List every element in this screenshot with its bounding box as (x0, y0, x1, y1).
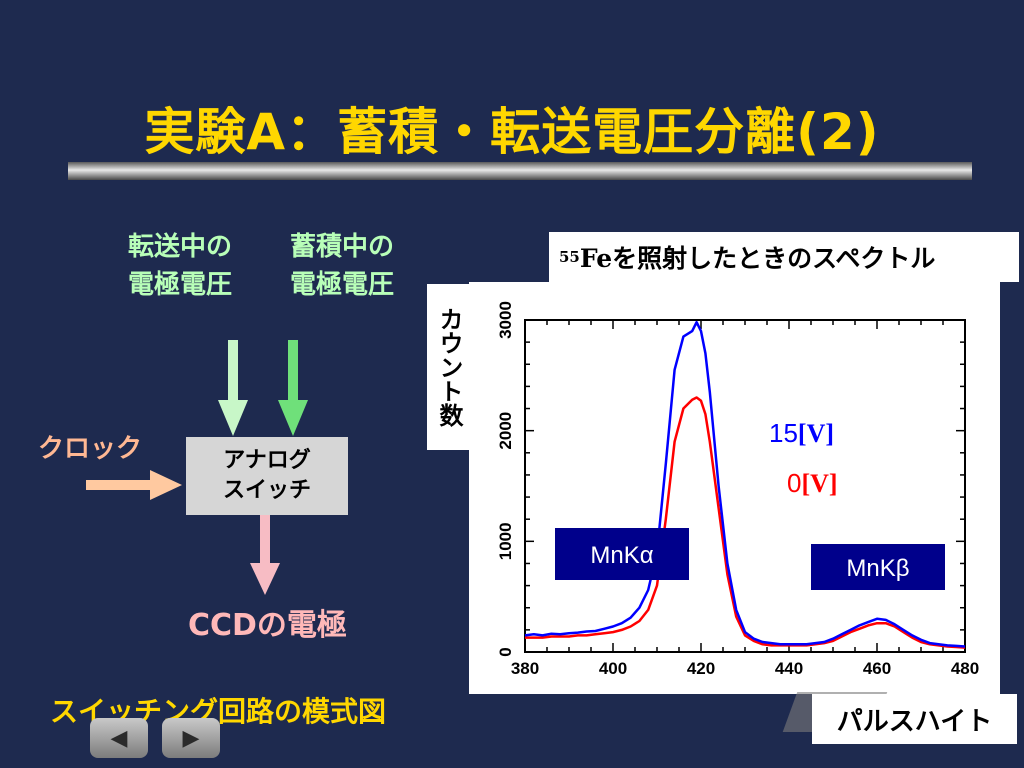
x-axis-label: パルスハイト (812, 694, 1017, 744)
chart-title: 55 Feを照射したときのスペクトル (549, 232, 1019, 282)
x-tick-label: 400 (599, 659, 627, 678)
x-tick-label: 460 (863, 659, 891, 678)
page-title: 実験A：蓄積・転送電圧分離(2) (144, 103, 880, 161)
series-line (524, 320, 966, 648)
y-tick-label: 3000 (496, 301, 515, 339)
transfer-label-line2: 電極電圧 (128, 270, 233, 300)
peak-label-bg (811, 544, 945, 590)
y-axis-label: カウント数 (435, 307, 463, 427)
peak-label-mnka: MnKα (590, 542, 653, 569)
prev-arrow-icon: ◀ (110, 725, 128, 751)
storage-label-line1: 蓄積中の (290, 232, 395, 262)
ccd-arrow-icon (250, 515, 280, 595)
x-tick-label: 380 (511, 659, 539, 678)
y-axis-label-box: カウント数 (427, 284, 471, 450)
storage-label-line2: 電極電圧 (290, 270, 395, 300)
clock-arrow-icon (86, 470, 182, 500)
peak-label-mnkb: MnKβ (846, 555, 909, 582)
next-slide-button[interactable]: ▶ (162, 718, 220, 758)
switch-label-line1: アナログ (223, 448, 311, 473)
storage-arrow-icon (278, 340, 308, 436)
spectrum-chart: 380 400 420 440 460 480 0 1000 2000 3000 15[V] 0[V]… (496, 301, 979, 678)
peak-label-bg (555, 528, 689, 580)
switch-label-line2: スイッチ (222, 478, 311, 503)
transfer-label-line1: 転送中の (128, 232, 233, 262)
series-line (525, 396, 966, 649)
x-tick-label: 480 (951, 659, 979, 678)
prev-slide-button[interactable]: ◀ (90, 718, 148, 758)
y-tick-label: 2000 (496, 412, 515, 450)
y-tick-label: 0 (496, 647, 515, 656)
spectrum-chart-panel: 380 400 420 440 460 480 0 1000 2000 3000 15[V] 0[V]… (469, 282, 1000, 694)
chart-title-main: Feを照射したときのスペクトル (579, 244, 936, 273)
storage-voltage-label: 蓄積中の 電極電圧 (290, 228, 394, 304)
transfer-voltage-label: 転送中の 電極電圧 (128, 228, 232, 304)
x-tick-label: 420 (687, 659, 715, 678)
title-underline-bar (68, 162, 972, 180)
clock-label: クロック (38, 434, 143, 464)
next-arrow-icon: ▶ (182, 725, 200, 751)
plot-frame (524, 319, 966, 653)
legend-15v: 15[V] (769, 418, 834, 448)
x-tick-label: 440 (775, 659, 803, 678)
y-tick-label: 1000 (496, 522, 515, 560)
transfer-arrow-icon (218, 340, 248, 436)
chart-title-superscript: 55 (559, 248, 580, 266)
analog-switch-box: アナログ スイッチ (186, 437, 348, 515)
legend-0v: 0[V] (787, 468, 838, 498)
ccd-electrode-label: CCDの電極 (188, 608, 347, 643)
